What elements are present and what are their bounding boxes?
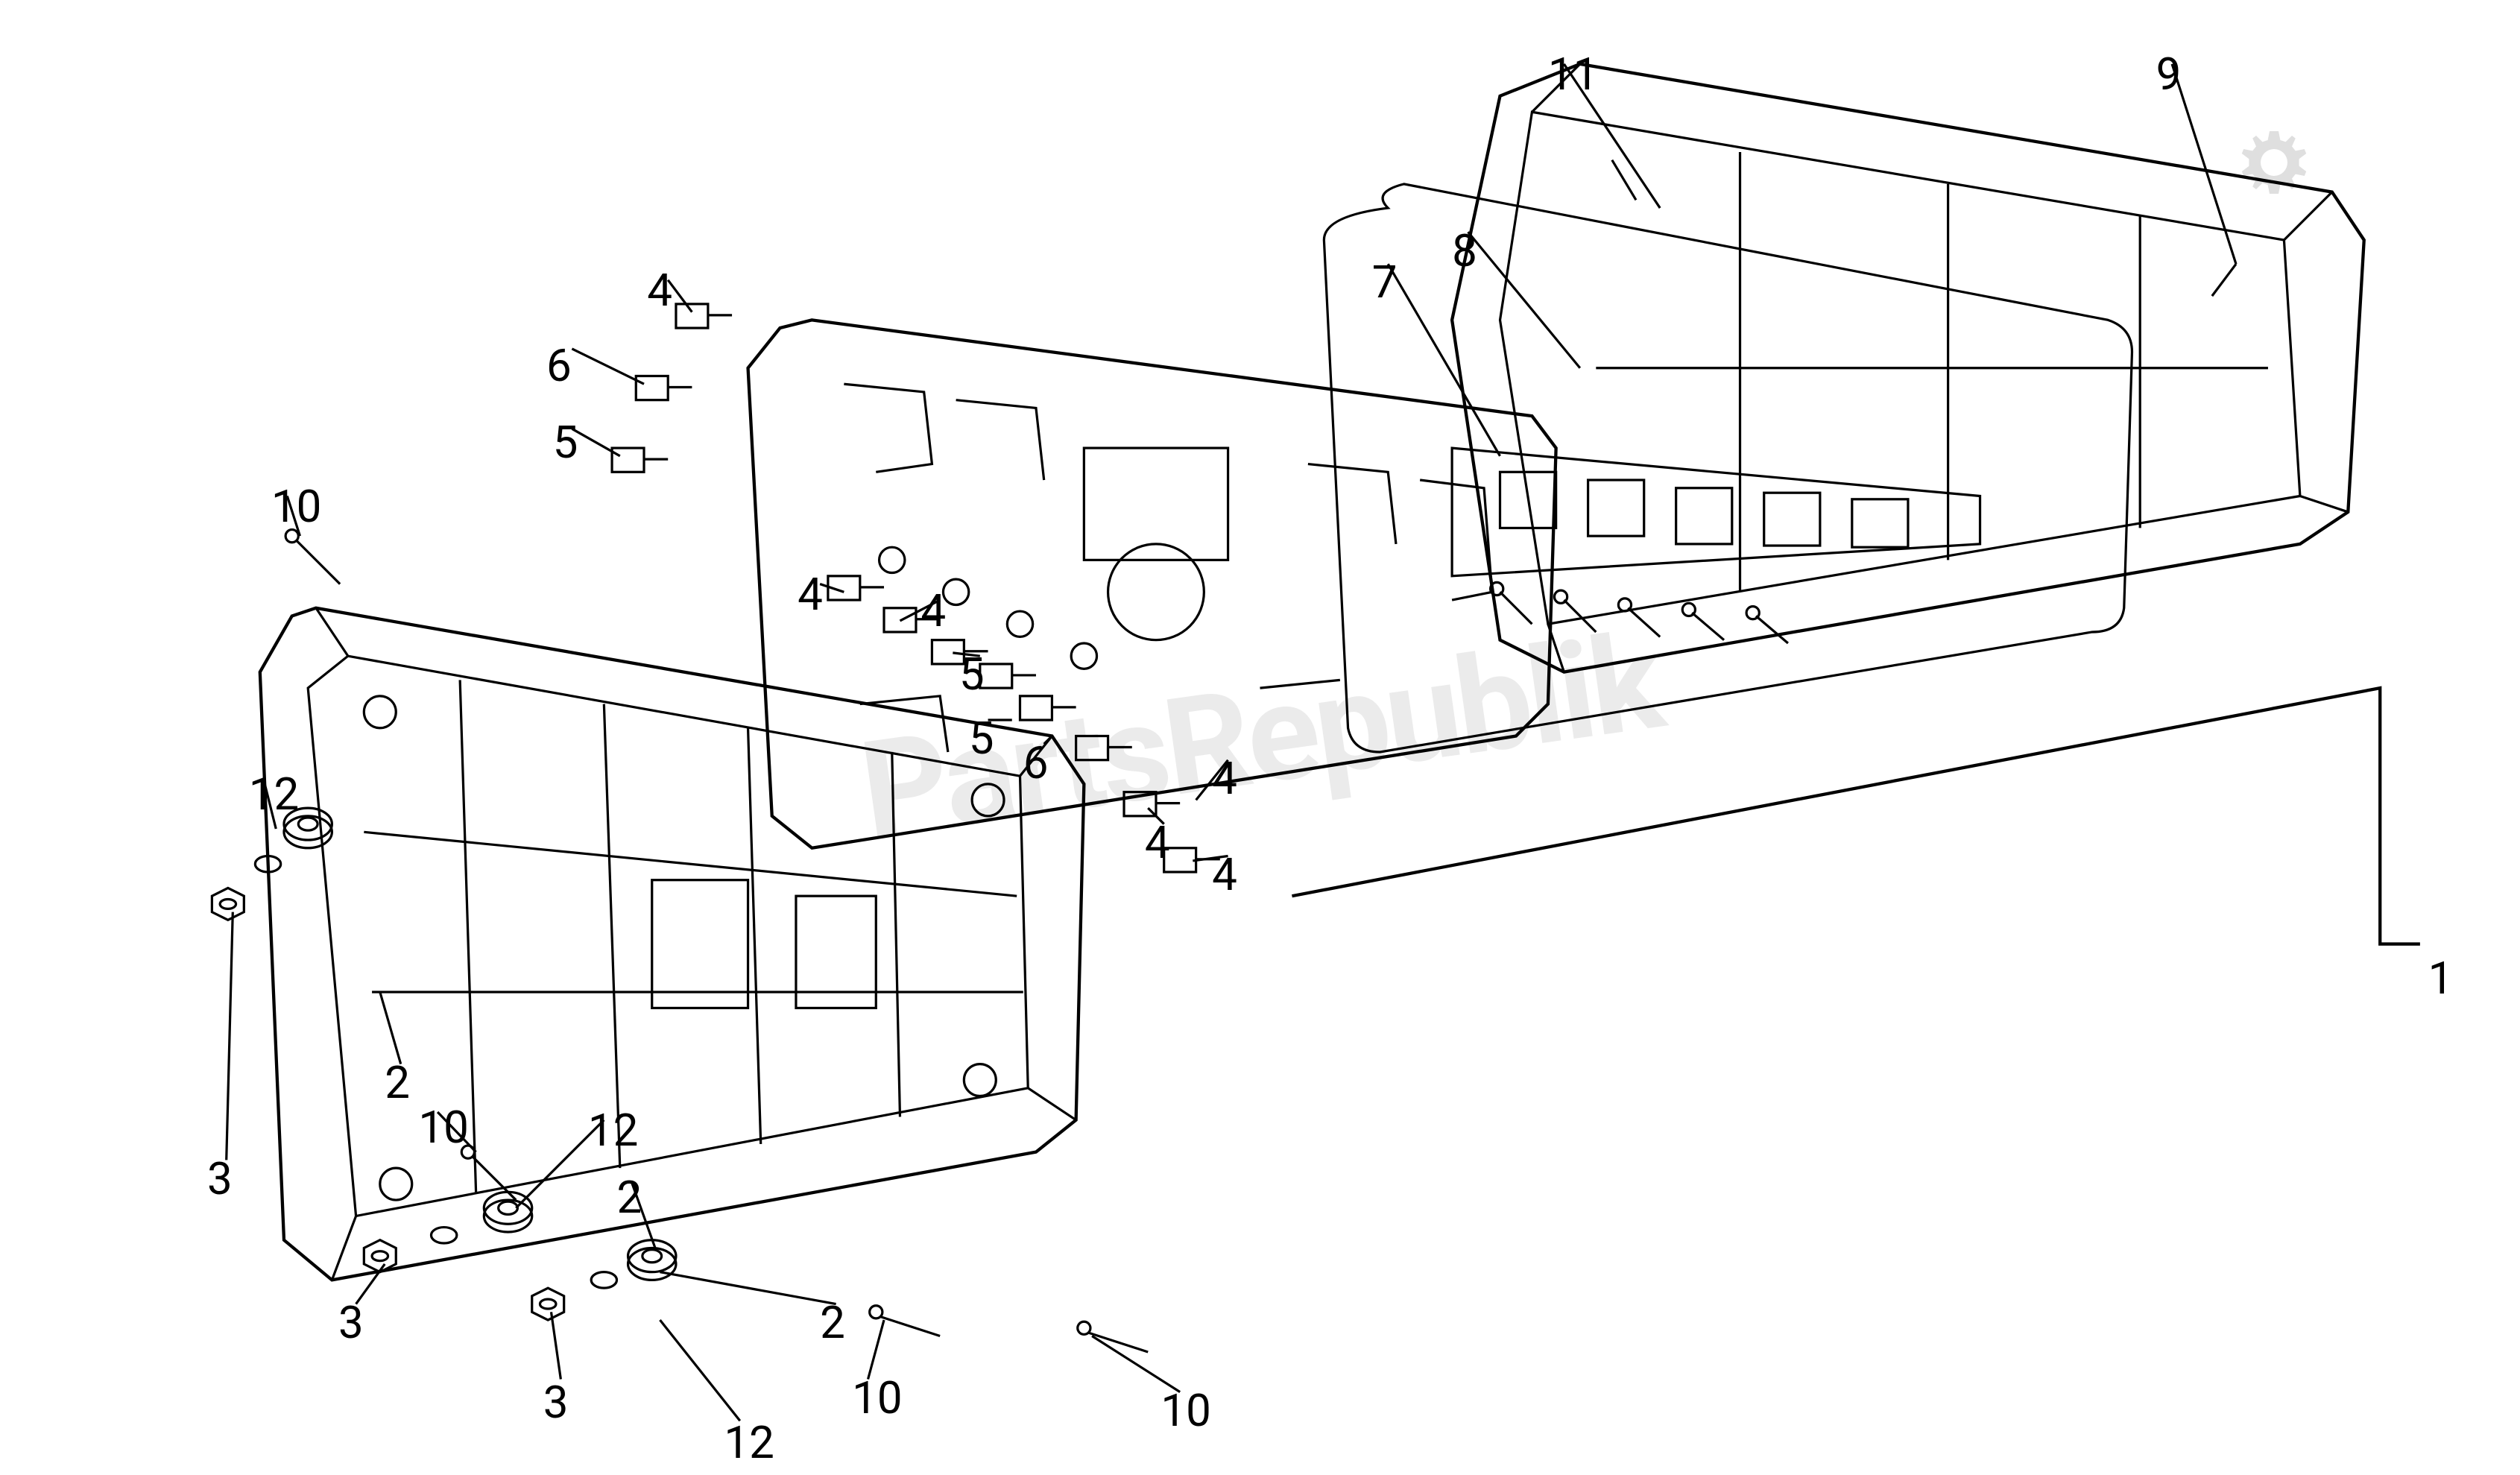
callout-label-4: 4 (1145, 816, 1170, 869)
callout-label-8: 8 (1452, 224, 1477, 277)
diagram-container: PartsRepublik (0, 0, 2520, 1472)
callout-label-3: 3 (207, 1152, 233, 1205)
callout-label-4: 4 (647, 264, 672, 317)
exploded-view-diagram (0, 0, 2520, 1472)
assembly-bracket (1292, 688, 2419, 944)
callout-label-4: 4 (1212, 848, 1237, 901)
rear-housing-part (260, 608, 1084, 1280)
callout-label-9: 9 (2156, 48, 2182, 101)
callout-label-5: 5 (969, 712, 994, 765)
callout-label-1: 1 (2428, 952, 2454, 1005)
callout-label-4: 4 (1212, 752, 1237, 805)
callout-label-12: 12 (724, 1416, 774, 1469)
callout-label-2: 2 (820, 1296, 845, 1349)
callout-label-3: 3 (543, 1376, 569, 1429)
callout-label-10: 10 (1160, 1384, 1211, 1437)
gasket-part (1324, 184, 2132, 752)
callout-label-2: 2 (385, 1056, 410, 1109)
housing-screws (285, 530, 1148, 1352)
callout-label-5: 5 (959, 648, 985, 701)
callout-label-10: 10 (418, 1101, 469, 1154)
callout-label-4: 4 (798, 568, 823, 621)
washers (255, 856, 616, 1289)
callout-label-2: 2 (617, 1171, 642, 1224)
callout-label-6: 6 (1023, 736, 1049, 789)
callout-label-4: 4 (920, 584, 946, 637)
callout-label-6: 6 (546, 339, 572, 392)
callout-label-11: 11 (1548, 48, 1599, 101)
callout-label-7: 7 (1372, 256, 1398, 309)
circuit-board-part (748, 320, 1556, 847)
front-housing-part (1452, 64, 2364, 672)
callout-label-12: 12 (249, 768, 300, 821)
callout-label-12: 12 (588, 1104, 639, 1157)
bulb-connectors (612, 304, 1220, 872)
callout-label-5: 5 (553, 416, 578, 469)
callout-label-10: 10 (852, 1371, 903, 1424)
callout-label-10: 10 (271, 480, 322, 533)
callout-label-3: 3 (338, 1296, 364, 1349)
